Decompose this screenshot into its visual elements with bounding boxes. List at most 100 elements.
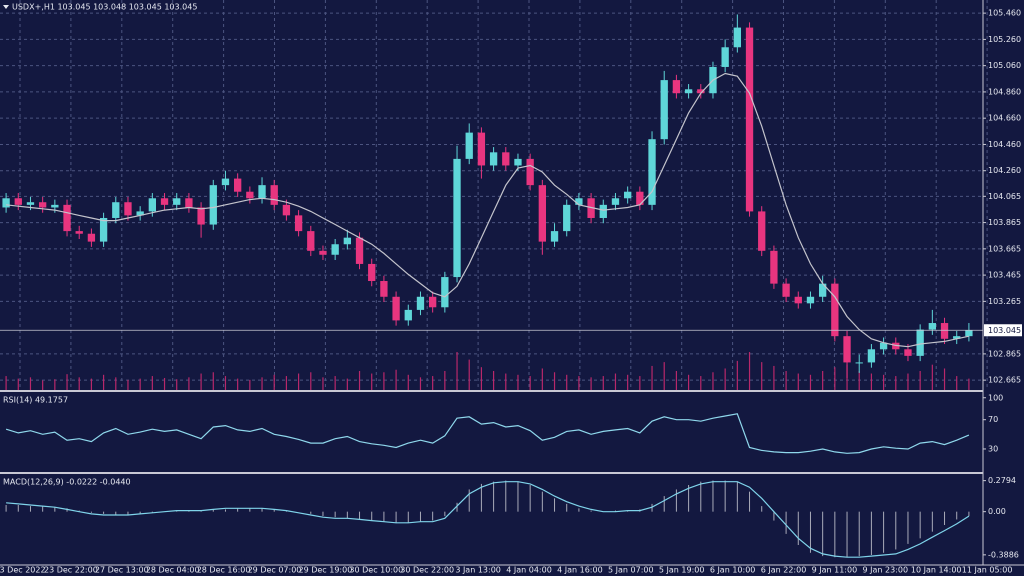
candle-body xyxy=(343,237,351,245)
volume-bar xyxy=(5,376,7,390)
volume-bar xyxy=(566,374,568,390)
y-tick-label: 104.860 xyxy=(988,87,1021,96)
histogram-bar xyxy=(578,508,580,512)
volume-bar xyxy=(834,367,836,390)
x-tick-label: 30 Dec 10:00 xyxy=(349,566,403,575)
candle-body xyxy=(575,198,583,205)
histogram-bar xyxy=(834,511,836,558)
x-tick-label: 5 Jan 07:00 xyxy=(608,566,654,575)
volume-bar xyxy=(895,376,897,390)
histogram-bar xyxy=(395,511,397,523)
x-tick-label: 28 Dec 16:00 xyxy=(197,566,251,575)
candle-body xyxy=(892,342,900,350)
candle-body xyxy=(953,336,961,339)
candle-body xyxy=(392,296,400,321)
volume-bar xyxy=(858,371,860,390)
candle-body xyxy=(599,204,607,218)
y-tick-label: 103.665 xyxy=(988,244,1021,253)
panel-title: MACD(12,26,9) -0.0222 -0.0440 xyxy=(3,478,131,487)
candle-body xyxy=(136,211,144,216)
histogram-bar xyxy=(42,506,44,512)
histogram-bar xyxy=(724,480,726,512)
candle-body xyxy=(526,158,534,186)
candle-body xyxy=(465,132,473,159)
x-tick-label: 28 Dec 04:00 xyxy=(146,566,200,575)
x-tick-label: 5 Jan 19:00 xyxy=(659,566,705,575)
candle-body xyxy=(441,277,449,308)
candle-body xyxy=(26,202,35,205)
candle-body xyxy=(624,191,632,199)
last-price-box xyxy=(984,324,1022,337)
candle-body xyxy=(112,202,120,218)
histogram-bar xyxy=(468,489,470,512)
volume-bar xyxy=(224,376,227,390)
volume-bar xyxy=(761,362,763,390)
candle-body xyxy=(843,336,851,363)
volume-bar xyxy=(614,373,617,390)
volume-bar xyxy=(42,380,44,390)
volume-bar xyxy=(639,376,641,390)
candle-body xyxy=(550,231,559,242)
x-tick-label: 29 Dec 07:00 xyxy=(248,566,302,575)
histogram-bar xyxy=(700,481,702,512)
candle-body xyxy=(855,362,863,364)
volume-bar xyxy=(346,378,348,390)
y-tick-label: 104.260 xyxy=(988,166,1021,175)
candle-body xyxy=(185,198,193,208)
histogram-bar xyxy=(237,508,239,512)
histogram-bar xyxy=(688,485,690,512)
volume-bar xyxy=(249,379,251,390)
menu-icon[interactable] xyxy=(3,5,9,9)
volume-bar xyxy=(675,371,678,390)
histogram-bar xyxy=(371,511,373,521)
candle-body xyxy=(331,244,339,255)
candle-body xyxy=(660,80,668,140)
candle-body xyxy=(745,27,754,212)
candle-body xyxy=(368,263,376,282)
volume-bar xyxy=(627,374,629,390)
volume-bar xyxy=(943,368,946,390)
volume-bar xyxy=(480,367,483,390)
x-tick-label: 23 Dec 22:00 xyxy=(44,566,98,575)
histogram-bar xyxy=(554,498,556,512)
volume-bar xyxy=(176,379,178,390)
volume-bar xyxy=(419,377,422,390)
volume-bar xyxy=(748,352,751,390)
histogram-bar xyxy=(663,496,665,512)
candle-body xyxy=(879,342,888,350)
histogram-bar xyxy=(675,489,677,512)
candle-body xyxy=(380,281,388,297)
candle-body xyxy=(429,296,437,308)
histogram-bar xyxy=(419,511,421,522)
histogram-bar xyxy=(566,503,568,512)
y-tick-label: 102.865 xyxy=(988,349,1021,358)
macd-line xyxy=(6,481,970,558)
volume-bar xyxy=(931,364,933,390)
candle-body xyxy=(819,283,827,297)
volume-bar xyxy=(578,376,580,390)
volume-bar xyxy=(468,359,470,390)
volume-bar xyxy=(590,377,592,390)
histogram-bar xyxy=(505,480,507,512)
histogram-bar xyxy=(541,491,543,512)
y-tick-label: 105.260 xyxy=(988,35,1021,44)
candle-body xyxy=(928,323,936,330)
y-tick-label: 103.465 xyxy=(988,271,1021,280)
volume-bar xyxy=(541,368,543,390)
candle-body xyxy=(831,283,839,337)
volume-bar xyxy=(797,373,799,390)
candle-body xyxy=(940,323,949,339)
histogram-bar xyxy=(919,511,921,539)
x-tick-label: 4 Jan 16:00 xyxy=(557,566,603,575)
y-tick-label: 105.460 xyxy=(988,9,1021,18)
moving-average xyxy=(6,72,970,348)
x-tick-label: 4 Jan 04:00 xyxy=(506,566,552,575)
volume-bar xyxy=(395,369,397,390)
volume-bar xyxy=(712,372,714,390)
y-tick-label: 104.660 xyxy=(988,114,1021,123)
histogram-bar xyxy=(797,511,799,545)
volume-bar xyxy=(505,373,507,390)
x-tick-label: 10 Jan 14:00 xyxy=(911,566,962,575)
